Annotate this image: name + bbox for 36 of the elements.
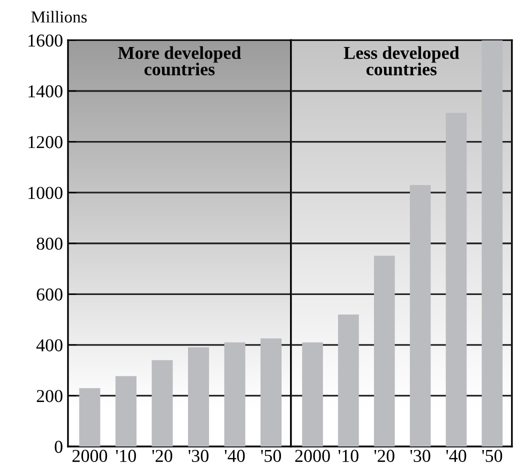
bar (482, 40, 503, 447)
bar (79, 388, 100, 447)
y-tick-label: 200 (36, 390, 62, 402)
bar (446, 112, 467, 447)
bar (338, 314, 359, 447)
y-tick-label: 600 (36, 288, 62, 301)
bar (152, 360, 173, 447)
bar (260, 338, 282, 447)
x-tick-label: '20 (152, 450, 172, 462)
y-tick-label: 1000 (28, 186, 62, 200)
x-tick-label: '20 (374, 450, 394, 462)
y-tick-label: 1400 (28, 85, 62, 98)
x-tick-label: '50 (482, 450, 502, 462)
bar (224, 342, 246, 447)
bar (302, 342, 323, 447)
x-tick-label: '40 (224, 450, 245, 462)
y-tick-label: 0 (54, 440, 62, 453)
y-axis-title: Millions (31, 10, 87, 23)
x-tick-label: '50 (261, 450, 281, 462)
y-tick-label: 800 (36, 238, 62, 250)
x-tick-label: '30 (410, 450, 430, 462)
bar (115, 376, 137, 447)
text: Less developed countries (344, 46, 460, 76)
x-tick-label: '40 (446, 450, 466, 462)
x-tick-label: '10 (116, 450, 136, 462)
text: More developed countries (118, 46, 242, 76)
bar (374, 256, 395, 447)
x-tick-label: 2000 (295, 450, 330, 462)
x-tick-label: '30 (188, 450, 208, 462)
y-tick-label: 1600 (28, 34, 62, 47)
x-tick-label: '10 (338, 450, 358, 462)
bar (410, 184, 431, 447)
x-tick-label: 2000 (72, 450, 108, 462)
y-tick-label: 400 (36, 339, 62, 352)
bar (188, 347, 210, 447)
y-tick-label: 1200 (28, 136, 62, 148)
